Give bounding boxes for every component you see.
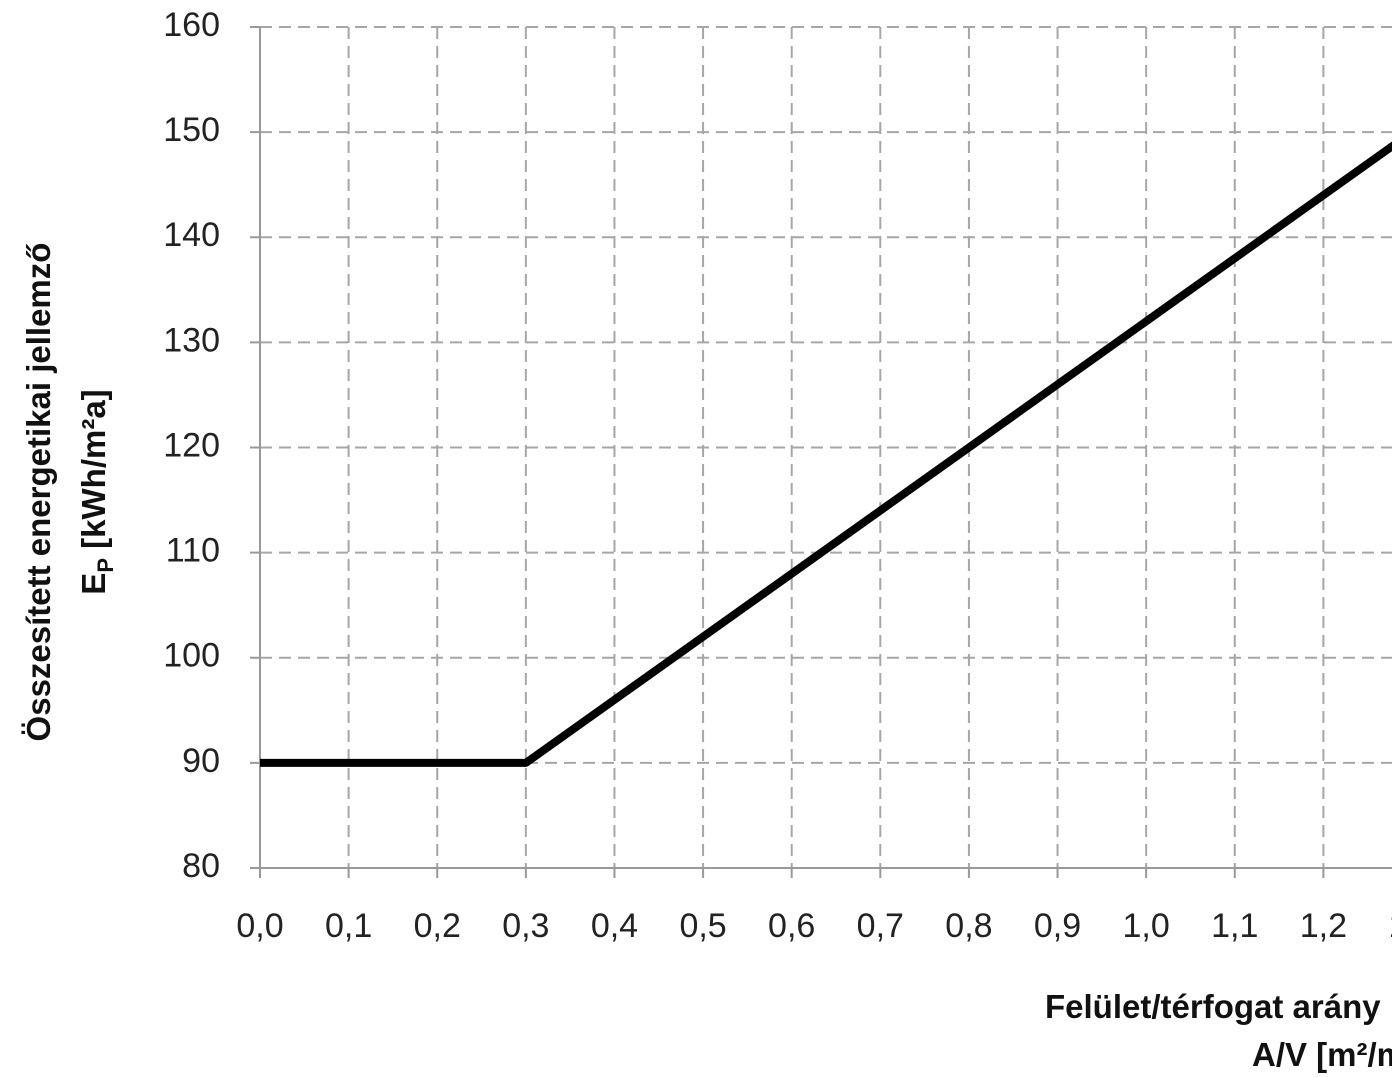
y-tick-label: 110 [166, 532, 220, 570]
y-tick-label: 130 [163, 321, 220, 359]
data-line [260, 141, 1392, 767]
y-axis-title-line: Összesített energetikai jellemző [20, 243, 57, 742]
x-tick-label: 0,7 [857, 907, 904, 945]
x-tick-label: 0,4 [591, 907, 638, 945]
x-tick-label: 0,0 [236, 907, 283, 945]
y-tick-label: 80 [182, 847, 220, 885]
y-tick-label: 160 [163, 6, 220, 44]
y-tick-label: 140 [163, 216, 220, 254]
y-axis-title: Összesített energetikai jellemző EP [kWh… [20, 243, 118, 742]
x-tick-label: 1,0 [1123, 907, 1170, 945]
x-tick-label: 0,3 [502, 907, 549, 945]
y-tick-label: 100 [163, 637, 220, 675]
x-tick-label: 0,5 [679, 907, 726, 945]
x-axis-title: Felület/térfogat arány [1045, 988, 1381, 1025]
x-tick-label: 0,2 [414, 907, 461, 945]
x-tick-label: 1,1 [1211, 907, 1258, 945]
y-axis-title-sub: P [93, 558, 118, 573]
x-tick-label: 1,2 [1300, 907, 1347, 945]
y-tick-label: 90 [182, 742, 220, 780]
y-axis-title-rest: [kWh/m²a] [75, 389, 112, 558]
x-axis-title: A/V [m²/m³] [1252, 1036, 1392, 1073]
y-axis-title-base: E [75, 573, 112, 595]
x-tick-label: 0,8 [945, 907, 992, 945]
y-tick-label: 150 [163, 111, 220, 149]
y-axis-title-line: EP [kWh/m²a] [75, 389, 118, 594]
x-tick-label: 0,9 [1034, 907, 1081, 945]
x-tick-label: 1,3 [1388, 907, 1392, 945]
x-tick-label: 0,6 [768, 907, 815, 945]
y-tick-label: 120 [163, 426, 220, 464]
x-tick-label: 0,1 [325, 907, 372, 945]
